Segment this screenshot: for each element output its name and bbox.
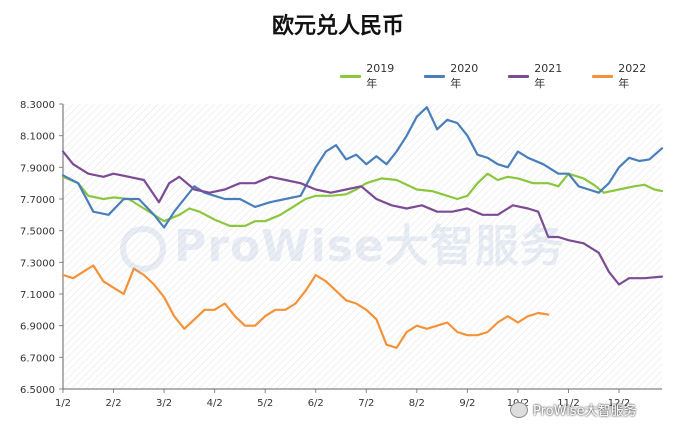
- series-line-4: [61, 264, 550, 349]
- x-tick-label: 2/2: [106, 398, 122, 409]
- legend-swatch: [592, 74, 614, 78]
- y-tick-label: 8.1000: [20, 132, 55, 143]
- series-line-3: [61, 150, 664, 286]
- y-tick-label: 6.5000: [20, 385, 55, 396]
- legend-label: 2019年: [366, 61, 395, 90]
- x-tick-label: 12/2: [608, 398, 630, 409]
- y-tick-label: 7.5000: [20, 227, 55, 238]
- chart-title: 欧元兑人民币: [271, 13, 404, 39]
- y-tick-label: 6.9000: [20, 322, 55, 333]
- x-tick-label: 8/2: [409, 398, 425, 409]
- legend-swatch: [424, 74, 446, 78]
- y-tick-label: 7.7000: [20, 195, 55, 206]
- wechat-icon: [510, 401, 528, 418]
- x-tick-label: 5/2: [257, 398, 273, 409]
- legend: 2019年 2020年 2021年 2022年: [340, 62, 676, 90]
- y-tick-label: 8.3000: [20, 100, 55, 111]
- plot-background: [63, 104, 662, 389]
- legend-swatch: [508, 74, 530, 78]
- y-tick-label: 7.3000: [20, 258, 55, 269]
- legend-swatch: [340, 74, 362, 78]
- x-tick-label: 9/2: [459, 398, 475, 409]
- legend-item-2: 2020年: [424, 62, 488, 91]
- x-tick-label: 11/2: [557, 398, 579, 409]
- x-tick-label: 3/2: [156, 398, 172, 409]
- legend-item-4: 2022年: [592, 62, 656, 91]
- y-tick-label: 7.1000: [20, 290, 55, 301]
- x-tick-label: 4/2: [207, 398, 223, 409]
- legend-label: 2020年: [450, 61, 479, 90]
- y-tick-label: 7.9000: [20, 163, 55, 174]
- x-tick-label: 6/2: [308, 398, 324, 409]
- y-tick-label: 6.7000: [20, 353, 55, 364]
- legend-label: 2022年: [618, 61, 647, 90]
- legend-label: 2021年: [534, 61, 563, 90]
- x-tick-label: 7/2: [358, 398, 374, 409]
- series-line-2: [61, 106, 664, 229]
- legend-item-3: 2021年: [508, 62, 572, 91]
- footer-brand: ProWise大智服务: [510, 400, 637, 419]
- legend-item-1: 2019年: [340, 62, 404, 91]
- x-tick-label: 1/2: [55, 398, 71, 409]
